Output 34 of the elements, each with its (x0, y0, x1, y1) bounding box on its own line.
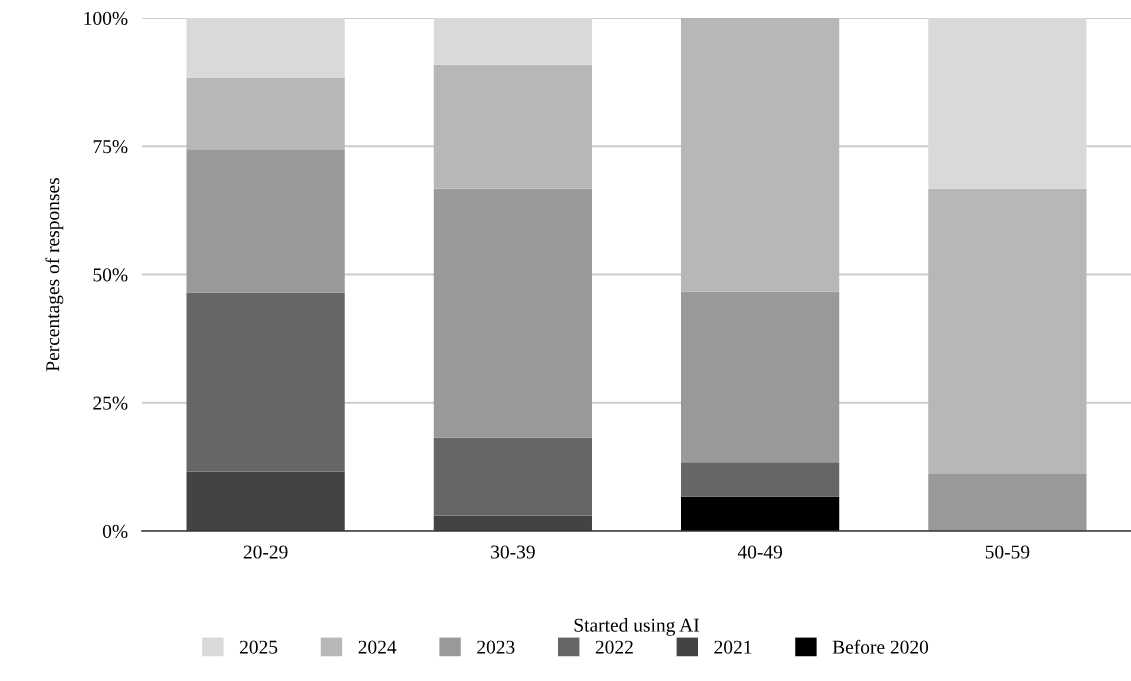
y-tick-label: 100% (84, 11, 128, 25)
bar (186, 292, 345, 472)
bar (186, 471, 345, 531)
bar (186, 149, 345, 293)
legend-label: 2023 (477, 640, 515, 654)
bar (186, 77, 345, 150)
x-tick-label: 40-49 (737, 545, 783, 559)
bar (928, 188, 1087, 475)
y-axis-title: Percentages of responses (45, 178, 64, 372)
y-tick-label: 0% (102, 524, 128, 538)
legend-label: Before 2020 (832, 639, 929, 654)
bar (433, 188, 592, 438)
bar (433, 18, 592, 65)
bar (681, 462, 840, 497)
bar (433, 64, 592, 189)
legend-label: 2022 (595, 640, 633, 654)
x-tick-label: 50-59 (985, 545, 1030, 559)
bar (433, 437, 592, 516)
x-tick-label: 30-39 (491, 545, 535, 559)
bar (186, 18, 345, 78)
y-tick-label: 50% (93, 268, 128, 282)
y-tick-label: 75% (93, 140, 128, 154)
x-tick-label: 20-29 (243, 545, 288, 559)
legend-label: 2025 (239, 640, 278, 654)
bar (681, 291, 840, 463)
x-axis-title: Started using AI (574, 618, 700, 636)
bar (928, 474, 1087, 531)
bar (681, 18, 840, 292)
bar (433, 515, 592, 531)
legend-label: 2021 (714, 640, 752, 654)
bar (681, 496, 840, 531)
legend-label: 2024 (358, 640, 397, 654)
bar (928, 18, 1087, 189)
y-tick-label: 25% (93, 396, 128, 410)
